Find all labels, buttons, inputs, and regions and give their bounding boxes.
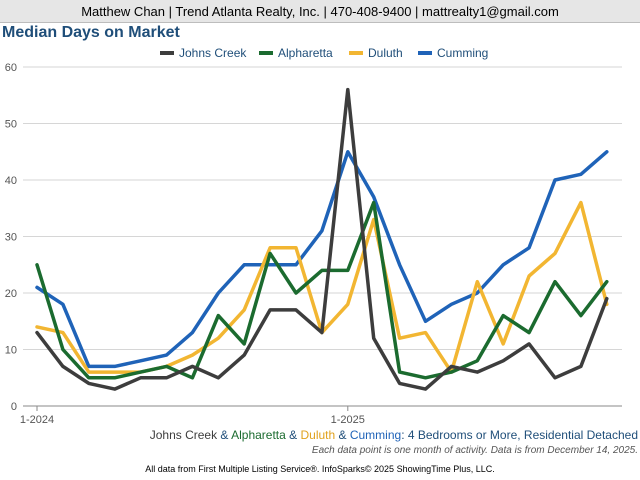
subtitle-amp: & — [217, 428, 232, 442]
series-line-johns-creek — [35, 87, 609, 391]
subtitle-amp: & — [285, 428, 301, 442]
subtitle-alpharetta: Alpharetta — [231, 428, 286, 442]
legend-swatch — [259, 50, 273, 55]
subtitle-duluth: Duluth — [300, 428, 336, 442]
legend-label: Duluth — [368, 46, 403, 60]
subtitle-criteria: : 4 Bedrooms or More, Residential Detach… — [401, 428, 638, 442]
y-tick-label: 0 — [11, 401, 17, 413]
agent-contact-line: Matthew Chan | Trend Atlanta Realty, Inc… — [81, 4, 559, 19]
chart-legend: Johns Creek Alpharetta Duluth Cumming — [0, 46, 640, 62]
chart-title: Median Days on Market — [2, 24, 180, 41]
y-tick-label: 20 — [5, 288, 17, 300]
y-tick-label: 30 — [5, 232, 17, 244]
y-tick-label: 10 — [5, 345, 17, 357]
y-tick-label: 60 — [5, 62, 17, 74]
legend-swatch — [418, 50, 432, 55]
legend-label: Alpharetta — [278, 46, 333, 60]
legend-item: Duluth — [349, 46, 403, 62]
subtitle-cumming: Cumming — [349, 428, 402, 442]
x-tick-label: 1-2025 — [331, 414, 365, 426]
data-source-line: All data from First Multiple Listing Ser… — [145, 464, 495, 474]
series-line-cumming — [35, 150, 609, 369]
legend-label: Cumming — [437, 46, 489, 60]
chart-subtitle: Johns Creek & Alpharetta & Duluth & Cumm… — [0, 428, 638, 442]
x-tick-label: 1-2024 — [20, 414, 54, 426]
legend-label: Johns Creek — [179, 46, 247, 60]
legend-swatch — [349, 50, 363, 55]
subtitle-johns-creek: Johns Creek — [149, 428, 218, 442]
legend-swatch — [160, 50, 174, 55]
agent-header-bar: Matthew Chan | Trend Atlanta Realty, Inc… — [0, 0, 640, 23]
legend-item: Alpharetta — [259, 46, 333, 62]
legend-item: Johns Creek — [160, 46, 246, 62]
data-footnote: Each data point is one month of activity… — [311, 445, 638, 456]
legend-item: Cumming — [418, 46, 488, 62]
y-tick-label: 50 — [5, 119, 17, 131]
subtitle-amp: & — [335, 428, 350, 442]
y-tick-label: 40 — [5, 175, 17, 187]
series-line-alpharetta — [35, 200, 609, 380]
